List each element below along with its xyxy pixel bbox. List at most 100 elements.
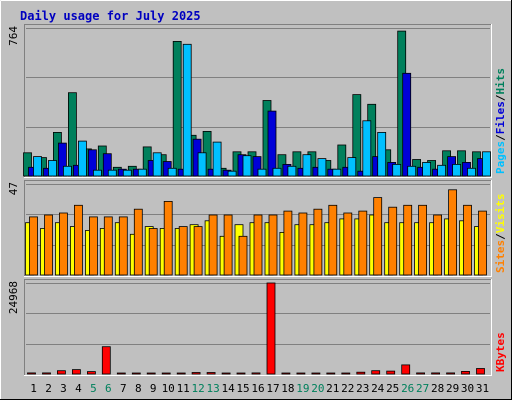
bar-pages-day-30 <box>467 167 476 177</box>
day-labels: 1 2 3 4 5 6 7 8 9 10 11 12 13 14 15 16 17 18 19 20 21 22 23 24 2… <box>30 382 489 395</box>
bar-files-day-17 <box>267 110 277 177</box>
bar-hits-day-23 <box>352 94 362 177</box>
bar-sites-day-3 <box>59 212 68 276</box>
day-label-3: 3 <box>60 382 67 395</box>
legend: KBytes <box>494 332 507 372</box>
bar-hits-day-19 <box>292 151 302 177</box>
bar-kbytes-day-22 <box>341 372 351 375</box>
day-label-30: 30 <box>461 382 474 395</box>
bar-kbytes-day-1 <box>27 372 36 375</box>
bar-kbytes-day-11 <box>176 372 186 375</box>
bar-pages-day-20 <box>317 158 327 177</box>
bar-kbytes-day-10 <box>161 372 171 375</box>
bar-sites-day-4 <box>74 204 83 276</box>
bar-sites-day-27 <box>418 204 428 276</box>
bar-sites-day-22 <box>343 212 353 276</box>
day-label-1: 1 <box>30 382 37 395</box>
bar-kbytes-day-23 <box>356 371 366 375</box>
bar-pages-day-22 <box>347 157 357 177</box>
bar-pages-day-6 <box>107 169 117 177</box>
bar-sites-day-24 <box>373 197 383 276</box>
bar-kbytes-day-4 <box>72 369 81 375</box>
bar-pages-day-13 <box>212 141 222 177</box>
bar-pages-day-18 <box>287 165 297 177</box>
bar-sites-day-29 <box>448 189 458 276</box>
bar-kbytes-day-16 <box>251 372 261 375</box>
day-label-23: 23 <box>356 382 369 395</box>
bar-kbytes-day-29 <box>446 372 456 375</box>
bar-kbytes-day-19 <box>296 372 306 375</box>
bar-pages-day-16 <box>257 168 267 177</box>
bar-sites-day-28 <box>433 214 443 276</box>
bar-files-day-6 <box>102 153 112 177</box>
bar-kbytes-day-14 <box>221 372 231 375</box>
legend-entry: KBytes <box>494 332 507 372</box>
bar-sites-day-9 <box>148 228 158 276</box>
legend-entry: / <box>494 134 507 141</box>
bar-kbytes-day-8 <box>131 372 141 375</box>
bar-sites-day-15 <box>238 235 248 276</box>
bar-kbytes-day-13 <box>206 372 216 375</box>
bar-sites-day-10 <box>163 200 173 276</box>
bar-sites-day-17 <box>268 214 278 276</box>
bar-pages-day-17 <box>272 167 282 177</box>
day-label-31: 31 <box>476 382 489 395</box>
bar-hits-day-4 <box>68 92 77 177</box>
bar-sites-day-19 <box>298 212 308 276</box>
bar-sites-day-25 <box>388 206 398 276</box>
bar-pages-day-25 <box>392 163 402 177</box>
day-label-26: 26 <box>401 382 414 395</box>
bar-pages-day-19 <box>302 154 312 177</box>
bar-kbytes-day-18 <box>281 372 291 375</box>
day-label-25: 25 <box>386 382 399 395</box>
bar-pages-day-28 <box>437 164 447 177</box>
bar-pages-day-9 <box>152 152 162 177</box>
legend-entry: Pages <box>494 141 507 174</box>
bar-sites-day-18 <box>283 210 293 276</box>
day-label-21: 21 <box>326 382 339 395</box>
bar-sites-day-21 <box>328 204 338 276</box>
bar-files-day-5 <box>88 149 97 177</box>
bar-kbytes-day-26 <box>401 364 411 375</box>
day-label-11: 11 <box>177 382 190 395</box>
bar-kbytes-day-5 <box>87 371 96 375</box>
bar-sites-day-12 <box>193 226 203 276</box>
bar-kbytes-day-20 <box>311 372 321 375</box>
bar-sites-day-6 <box>103 216 113 276</box>
bar-sites-day-2 <box>44 214 53 276</box>
day-label-12: 12 <box>191 382 204 395</box>
day-label-29: 29 <box>446 382 459 395</box>
day-label-17: 17 <box>266 382 279 395</box>
legend-entry: Files <box>494 101 507 134</box>
bar-pages-day-4 <box>78 140 87 177</box>
day-label-5: 5 <box>90 382 97 395</box>
legend: Pages/Files/Hits <box>494 68 507 174</box>
bar-hits-day-1 <box>23 152 32 177</box>
bar-kbytes-day-2 <box>42 372 51 375</box>
bar-pages-day-7 <box>122 169 132 177</box>
legend-entry: / <box>494 94 507 101</box>
legend-entry: Visits <box>494 194 507 234</box>
bar-files-day-3 <box>58 142 67 177</box>
panel-visits-sites: 47 Sites/Visits <box>7 180 507 277</box>
day-label-7: 7 <box>120 382 127 395</box>
bar-kbytes-day-31 <box>476 368 485 375</box>
y-max-label: 24968 <box>7 281 20 314</box>
bar-kbytes-day-3 <box>57 370 66 375</box>
bar-hits-day-11 <box>172 41 182 177</box>
bar-files-day-16 <box>252 156 262 177</box>
bar-kbytes-day-9 <box>146 372 156 375</box>
bar-kbytes-day-15 <box>236 372 246 375</box>
bar-pages-day-15 <box>242 155 252 177</box>
bar-kbytes-day-28 <box>431 372 441 375</box>
legend-entry: / <box>494 233 507 240</box>
panel-background <box>24 279 492 376</box>
day-label-2: 2 <box>45 382 52 395</box>
panel-kbytes: 24968 KBytes <box>7 279 507 376</box>
day-label-22: 22 <box>341 382 354 395</box>
bar-pages-day-3 <box>63 165 72 177</box>
bar-files-day-26 <box>402 72 412 177</box>
